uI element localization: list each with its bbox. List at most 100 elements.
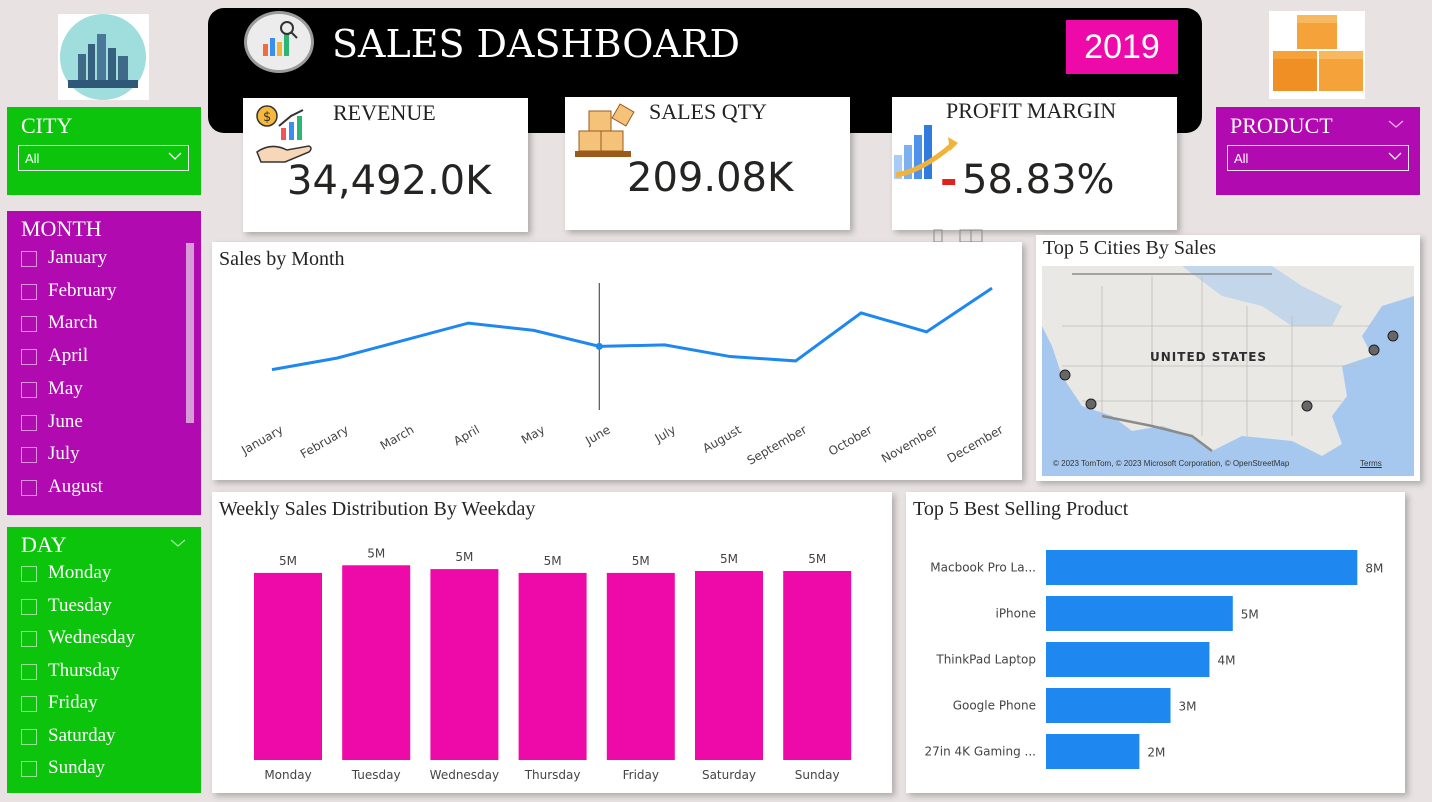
- city-slicer[interactable]: CITY All: [7, 107, 201, 195]
- month-item-label: July: [48, 443, 80, 465]
- sales-qty-card: SALES QTY 209.08K: [565, 97, 850, 230]
- checkbox[interactable]: [21, 761, 37, 777]
- chevron-down-icon: [1388, 120, 1404, 128]
- chevron-down-icon[interactable]: [170, 536, 186, 550]
- product-dropdown[interactable]: All: [1227, 145, 1409, 171]
- checkbox[interactable]: [21, 566, 37, 582]
- city-dropdown-value: All: [25, 151, 40, 166]
- weekly-sales-chart: 5M Monday 5M Tuesday 5M Wednesday 5M Thursday 5M…: [254, 546, 852, 782]
- sales-point-june: [595, 342, 603, 350]
- negative-sign: -: [940, 155, 958, 204]
- sales-by-month-visual: Sales by Month January February March April…: [212, 242, 1022, 480]
- checkbox[interactable]: [21, 251, 37, 267]
- profit-margin-card: PROFIT MARGIN - 58.83%: [892, 97, 1177, 230]
- checkbox[interactable]: [21, 598, 37, 615]
- x-tick-label: October: [826, 422, 875, 458]
- x-tick-label: Wednesday: [430, 768, 499, 782]
- product-bar: [1046, 642, 1210, 677]
- bar-data-label: 5M: [720, 552, 738, 566]
- month-item-label: January: [48, 247, 108, 268]
- y-tick-label: Google Phone: [953, 699, 1036, 713]
- weekday-bar-tuesday: [342, 565, 411, 760]
- top-cities-map-visual: Top 5 Cities By Sales UNITE: [1036, 235, 1420, 481]
- boxes-icon: [1269, 11, 1365, 99]
- day-item-label: Sunday: [48, 757, 105, 778]
- month-item-label: February: [48, 279, 117, 301]
- weekly-sales-title: Weekly Sales Distribution By Weekday: [219, 498, 536, 520]
- product-bar: [1046, 688, 1171, 723]
- checkbox[interactable]: [21, 381, 37, 398]
- analytics-icon: [244, 11, 314, 73]
- y-tick-label: iPhone: [995, 607, 1036, 621]
- x-tick-label: November: [879, 422, 940, 465]
- weekday-bar-saturday: [695, 571, 763, 760]
- checkbox[interactable]: [21, 283, 37, 300]
- day-item-label: Wednesday: [48, 627, 136, 648]
- map-attribution: © 2023 TomTom, © 2023 Microsoft Corporat…: [1053, 459, 1290, 468]
- day-item-label: Saturday: [48, 724, 116, 746]
- checkbox[interactable]: [21, 447, 37, 464]
- x-tick-label: Sunday: [795, 768, 840, 782]
- day-item-label: Tuesday: [48, 594, 112, 616]
- weekday-bar-thursday: [518, 572, 587, 760]
- checkbox[interactable]: [21, 663, 37, 680]
- checkbox[interactable]: [21, 414, 37, 431]
- sales-qty-value: 209.08K: [627, 155, 794, 201]
- map-terms-link[interactable]: Terms: [1360, 459, 1382, 468]
- x-tick-label: Saturday: [702, 768, 756, 782]
- map-canvas[interactable]: UNITED STATES © 2023 TomTom, © 2023 Micr…: [1042, 266, 1414, 476]
- x-tick-label: August: [700, 422, 744, 455]
- product-slicer-title: PRODUCT: [1230, 113, 1333, 138]
- x-tick-label: September: [745, 422, 809, 467]
- sales-by-month-chart: January February March April May June July Augu…: [238, 283, 1006, 468]
- x-tick-label: May: [519, 422, 547, 447]
- visual-header-icons[interactable]: [924, 226, 990, 243]
- revenue-value: 34,492.0K: [287, 158, 492, 204]
- city-slicer-title: CITY: [21, 113, 73, 138]
- product-slicer[interactable]: PRODUCT All: [1216, 107, 1420, 195]
- checkbox[interactable]: [21, 728, 37, 745]
- weekday-bar-wednesday: [430, 569, 499, 760]
- sales-by-month-title: Sales by Month: [219, 248, 345, 270]
- top-products-title: Top 5 Best Selling Product: [913, 498, 1129, 520]
- year-badge: 2019: [1066, 20, 1178, 74]
- x-tick-label: Monday: [264, 768, 311, 782]
- checkbox[interactable]: [21, 696, 37, 712]
- svg-text:$: $: [263, 110, 271, 125]
- chevron-down-icon: [168, 152, 182, 160]
- day-item-label: Thursday: [48, 659, 120, 681]
- bar-data-label: 5M: [279, 554, 297, 568]
- bar-data-label: 5M: [367, 546, 385, 560]
- x-tick-label: Tuesday: [351, 768, 401, 782]
- month-item-label: April: [48, 345, 89, 367]
- checkbox[interactable]: [21, 349, 37, 366]
- weekday-bar-monday: [254, 572, 322, 760]
- weekly-sales-visual: Weekly Sales Distribution By Weekday 5M M…: [212, 492, 892, 793]
- revenue-hand-icon: $: [251, 104, 317, 170]
- x-tick-label: February: [298, 422, 351, 461]
- checkbox[interactable]: [21, 631, 37, 647]
- bar-data-label: 5M: [632, 554, 650, 568]
- sales-series-line: [271, 286, 993, 372]
- x-tick-label: July: [652, 422, 679, 445]
- weekday-bar-sunday: [783, 571, 852, 760]
- month-item-label: June: [48, 410, 83, 432]
- bar-data-label: 8M: [1365, 562, 1383, 576]
- month-scrollbar[interactable]: [186, 243, 194, 423]
- bar-data-label: 2M: [1147, 746, 1165, 760]
- checkbox[interactable]: [21, 316, 37, 333]
- checkbox[interactable]: [21, 479, 37, 496]
- stacked-boxes-icon: [573, 101, 639, 163]
- y-tick-label: 27in 4K Gaming ...: [925, 745, 1037, 759]
- x-tick-label: December: [945, 422, 1006, 465]
- day-slicer-title: DAY: [21, 532, 67, 557]
- bar-data-label: 3M: [1179, 700, 1197, 714]
- x-tick-label: March: [378, 422, 417, 452]
- city-dropdown[interactable]: All: [18, 145, 189, 171]
- weekday-bar-friday: [606, 572, 675, 760]
- x-tick-label: June: [582, 422, 613, 448]
- day-slicer: DAY Monday Tuesday Wednesday Thursday Friday…: [7, 527, 201, 793]
- top-cities-title: Top 5 Cities By Sales: [1043, 237, 1217, 259]
- month-slicer: MONTH January February March April May June Ju…: [7, 211, 201, 515]
- month-item-label: May: [48, 377, 83, 399]
